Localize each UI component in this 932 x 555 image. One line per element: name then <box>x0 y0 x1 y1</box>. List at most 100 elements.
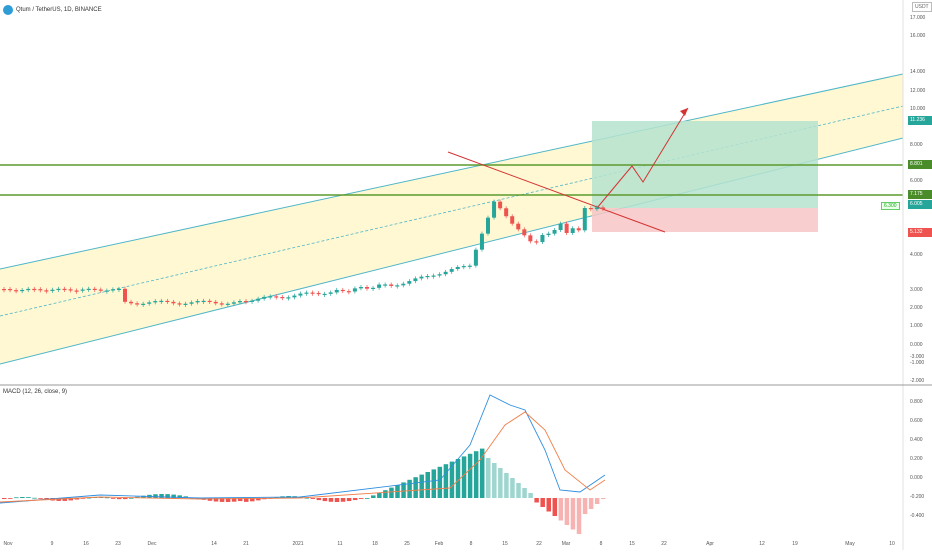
macd-histogram-bar <box>437 466 443 498</box>
macd-histogram-bar <box>207 498 213 501</box>
macd-line <box>0 394 606 504</box>
price-axis-label: 12.000 <box>910 88 926 94</box>
candle-body <box>165 300 170 303</box>
candle-body <box>98 289 103 291</box>
price-axis-label: -1.000 <box>910 360 924 366</box>
macd-histogram-bar <box>443 464 449 498</box>
candle-body <box>298 293 303 296</box>
macd-histogram-bar <box>177 495 182 498</box>
macd-histogram-bar <box>504 473 509 498</box>
macd-histogram-bar <box>528 493 533 498</box>
candle-body <box>316 292 321 295</box>
stop-zone <box>592 208 818 232</box>
candle-body <box>516 223 521 230</box>
macd-histogram-bar <box>558 498 564 521</box>
time-axis-label: 10 <box>889 541 895 547</box>
time-axis-label: 16 <box>83 541 89 547</box>
macd-histogram-bar <box>171 494 176 498</box>
candle-body <box>534 241 539 243</box>
qtum-logo-icon <box>3 5 13 15</box>
candle-body <box>564 223 569 233</box>
macd-histogram-bar <box>213 498 219 502</box>
candle-body <box>68 289 73 291</box>
macd-histogram-bar <box>123 498 128 500</box>
macd-histogram-bar <box>582 498 588 514</box>
macd-histogram-bar <box>304 497 309 499</box>
candle-body <box>588 208 593 210</box>
candle-body <box>189 302 194 304</box>
candle-body <box>153 301 158 303</box>
candle-body <box>340 289 345 292</box>
macd-histogram-bar <box>225 498 231 502</box>
macd-histogram-bar <box>365 498 370 499</box>
macd-histogram-bar <box>98 497 104 498</box>
candle-body <box>262 296 267 299</box>
macd-histogram-bar <box>486 458 491 498</box>
macd-histogram-bar <box>62 498 67 501</box>
time-axis-label: 2021 <box>292 541 303 547</box>
candle-body <box>20 289 25 292</box>
candle-body <box>552 229 557 234</box>
candle-body <box>504 208 509 217</box>
time-axis-label: 23 <box>115 541 121 547</box>
currency-badge[interactable]: USDT <box>912 2 932 12</box>
macd-histogram-bar <box>298 496 303 498</box>
time-axis-label: 14 <box>211 541 217 547</box>
candle-body <box>286 297 291 299</box>
time-axis-label: Dec <box>148 541 157 547</box>
time-axis-label: 12 <box>759 541 765 547</box>
candle-body <box>358 287 363 289</box>
candle-body <box>546 233 551 235</box>
candle-body <box>304 292 309 294</box>
downtrend-line <box>447 151 666 233</box>
candle-body <box>328 292 333 294</box>
candle-body <box>14 290 19 292</box>
candle-body <box>62 288 67 291</box>
macd-histogram-bar <box>419 474 424 498</box>
current-price-tag: 6.005 <box>908 200 932 209</box>
macd-histogram-bar <box>219 498 225 502</box>
macd-histogram-bar <box>498 468 503 498</box>
macd-histogram-bar <box>153 494 158 498</box>
macd-histogram-bar <box>358 498 364 499</box>
macd-histogram-bar <box>328 498 334 502</box>
price-axis-label: 4.000 <box>910 252 923 258</box>
position-label: 6.300 <box>881 202 900 210</box>
candle-body <box>437 274 442 276</box>
macd-histogram-bar <box>413 477 418 498</box>
candle-body <box>455 266 460 270</box>
macd-histogram-bar <box>237 498 243 502</box>
candle-body <box>44 290 49 292</box>
candle-body <box>32 288 37 291</box>
macd-histogram-bar <box>316 498 322 501</box>
time-axis-label: 19 <box>792 541 798 547</box>
candle-body <box>431 275 436 277</box>
stop-price-tag: 5.132 <box>908 228 932 237</box>
time-axis-label: Feb <box>435 541 444 547</box>
macd-histogram-bar <box>250 498 255 502</box>
target-price-tag: 11.236 <box>908 116 932 125</box>
candle-body <box>522 229 527 236</box>
candle-body <box>213 301 218 304</box>
macd-histogram-bar <box>576 498 582 534</box>
candle-body <box>116 288 121 291</box>
macd-histogram-bar <box>86 497 92 499</box>
candle-body <box>510 216 515 224</box>
price-axis-label: 1.000 <box>910 323 923 329</box>
candle-body <box>582 208 587 231</box>
price-axis-label: 17.000 <box>910 15 926 21</box>
macd-histogram-bar <box>68 498 74 501</box>
candle-body <box>92 288 97 290</box>
macd-axis-label: 0.800 <box>910 399 923 405</box>
candle-body <box>237 301 242 303</box>
macd-histogram-bar <box>473 451 479 498</box>
candle-body <box>280 296 285 299</box>
candle-body <box>123 288 127 302</box>
candle-body <box>310 292 315 294</box>
macd-histogram-bar <box>129 497 134 499</box>
candle-body <box>528 235 533 242</box>
candle-body <box>576 228 581 231</box>
time-axis-label: 22 <box>536 541 542 547</box>
